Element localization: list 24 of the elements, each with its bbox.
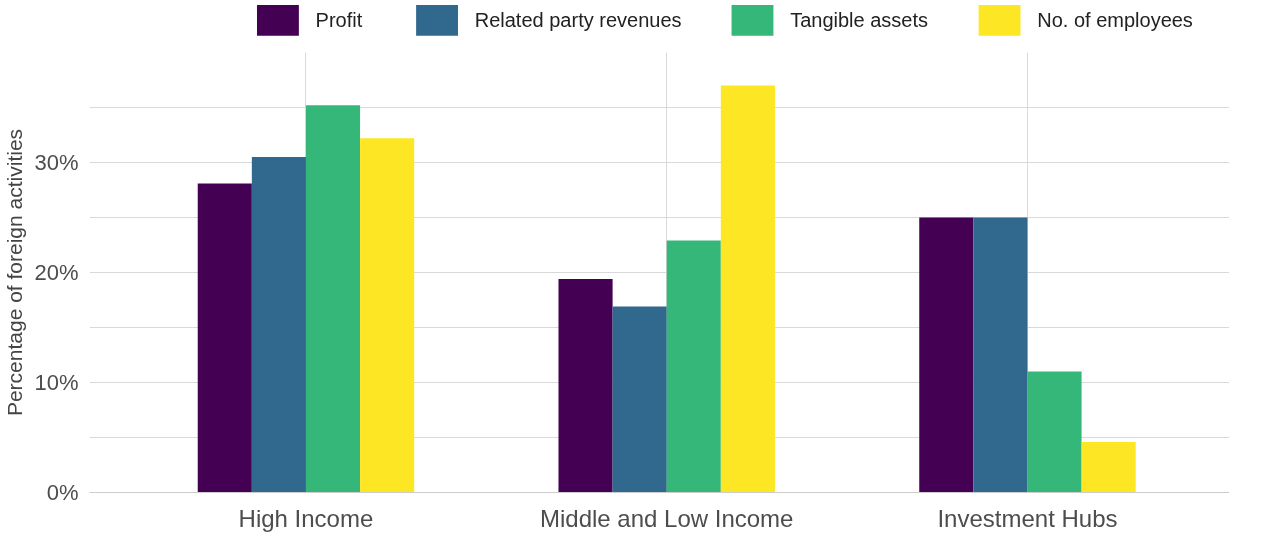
x-tick-label: Investment Hubs xyxy=(937,504,1118,532)
bar xyxy=(251,157,306,493)
y-tick-label: 20% xyxy=(34,260,79,285)
bar xyxy=(360,138,415,493)
bar xyxy=(558,279,613,493)
x-tick-label: Middle and Low Income xyxy=(539,504,794,532)
legend-label: Profit xyxy=(315,9,363,32)
y-tick-label: 10% xyxy=(34,370,79,395)
bar xyxy=(919,217,974,493)
y-tick-label: 30% xyxy=(34,150,79,175)
bar xyxy=(612,306,667,493)
bar xyxy=(1081,441,1136,493)
y-axis-title: Percentage of foreign activities xyxy=(3,128,27,417)
bar xyxy=(1027,371,1082,493)
legend-label: Tangible assets xyxy=(790,9,929,32)
bar xyxy=(973,217,1028,493)
y-tick-label: 0% xyxy=(46,480,79,505)
legend-label: No. of employees xyxy=(1037,9,1193,32)
bar xyxy=(666,240,721,493)
bar xyxy=(305,105,361,493)
legend-label: Related party revenues xyxy=(474,9,682,32)
bar xyxy=(720,85,775,493)
bar xyxy=(197,183,252,493)
x-tick-label: High Income xyxy=(238,504,374,532)
